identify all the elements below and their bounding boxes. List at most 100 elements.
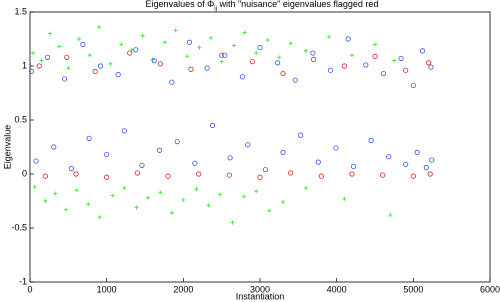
point	[368, 137, 374, 144]
y-tick-label: 1	[22, 60, 27, 70]
y-tick-label: -1	[19, 276, 27, 286]
point	[146, 195, 151, 200]
point	[219, 52, 225, 58]
point	[426, 60, 432, 66]
y-tick-label: 0.5	[14, 114, 27, 124]
point	[288, 41, 293, 46]
point	[410, 82, 416, 89]
point	[92, 68, 98, 75]
point	[226, 172, 232, 178]
title-rest: with "nuisance" eigenvalues flagged red	[217, 0, 379, 9]
point	[104, 151, 110, 158]
point	[386, 154, 392, 160]
point	[115, 72, 121, 78]
point	[333, 145, 339, 151]
point	[133, 47, 139, 53]
point	[380, 70, 387, 77]
point	[315, 159, 321, 165]
title-subscript: ij	[214, 6, 217, 12]
point	[185, 54, 190, 59]
point	[97, 25, 101, 30]
point	[262, 167, 268, 173]
point	[97, 215, 102, 220]
point	[277, 55, 282, 60]
point	[350, 53, 354, 58]
point	[428, 64, 434, 70]
point	[134, 205, 139, 210]
point	[31, 51, 36, 56]
x-tick-label: 5000	[403, 284, 423, 294]
point	[230, 220, 235, 225]
x-tick-label: 0	[27, 284, 32, 294]
point	[127, 50, 133, 56]
point	[157, 61, 163, 67]
point	[77, 37, 82, 41]
point	[350, 163, 357, 170]
point	[218, 192, 223, 197]
point	[139, 162, 145, 168]
point	[156, 147, 163, 153]
point	[241, 194, 246, 199]
point	[231, 43, 236, 48]
point	[206, 203, 211, 208]
point	[104, 174, 110, 180]
point	[242, 30, 247, 35]
point	[57, 44, 62, 49]
point	[392, 58, 397, 63]
point	[239, 74, 245, 80]
point	[254, 51, 259, 56]
point	[87, 53, 92, 58]
point	[173, 28, 178, 33]
point	[327, 34, 331, 39]
point	[150, 57, 155, 62]
point	[410, 173, 416, 179]
point	[403, 67, 409, 73]
point	[280, 70, 286, 77]
point	[165, 173, 171, 179]
point	[429, 157, 435, 163]
point	[134, 170, 140, 176]
point	[257, 174, 263, 180]
point	[169, 79, 175, 85]
point	[66, 66, 71, 71]
y-axis-label: Eigenvalue	[2, 125, 12, 170]
point	[53, 191, 58, 196]
x-tick-label: 2000	[173, 284, 193, 294]
point	[192, 160, 198, 166]
point	[121, 128, 127, 134]
point	[304, 186, 308, 191]
point	[108, 61, 113, 66]
point	[245, 142, 251, 148]
point	[194, 187, 199, 192]
point	[110, 193, 115, 198]
point	[222, 52, 228, 58]
point	[254, 189, 259, 194]
point	[174, 139, 180, 145]
point	[423, 164, 429, 171]
point	[349, 171, 355, 177]
point	[419, 48, 426, 54]
point	[43, 199, 48, 203]
point	[311, 56, 317, 63]
point	[45, 54, 51, 60]
point	[304, 48, 308, 53]
point	[219, 59, 224, 64]
point	[86, 202, 91, 207]
point	[33, 158, 39, 164]
point	[427, 171, 433, 177]
point	[310, 50, 316, 56]
point	[73, 171, 79, 177]
point	[388, 213, 393, 218]
point	[298, 132, 304, 138]
point	[398, 55, 404, 62]
point	[363, 62, 369, 68]
point	[86, 135, 92, 141]
x-tick-label: 3000	[250, 284, 270, 294]
point	[275, 60, 281, 66]
point	[265, 38, 270, 43]
point	[122, 186, 127, 191]
y-tick-label: 1.5	[14, 6, 27, 16]
point	[186, 39, 193, 45]
